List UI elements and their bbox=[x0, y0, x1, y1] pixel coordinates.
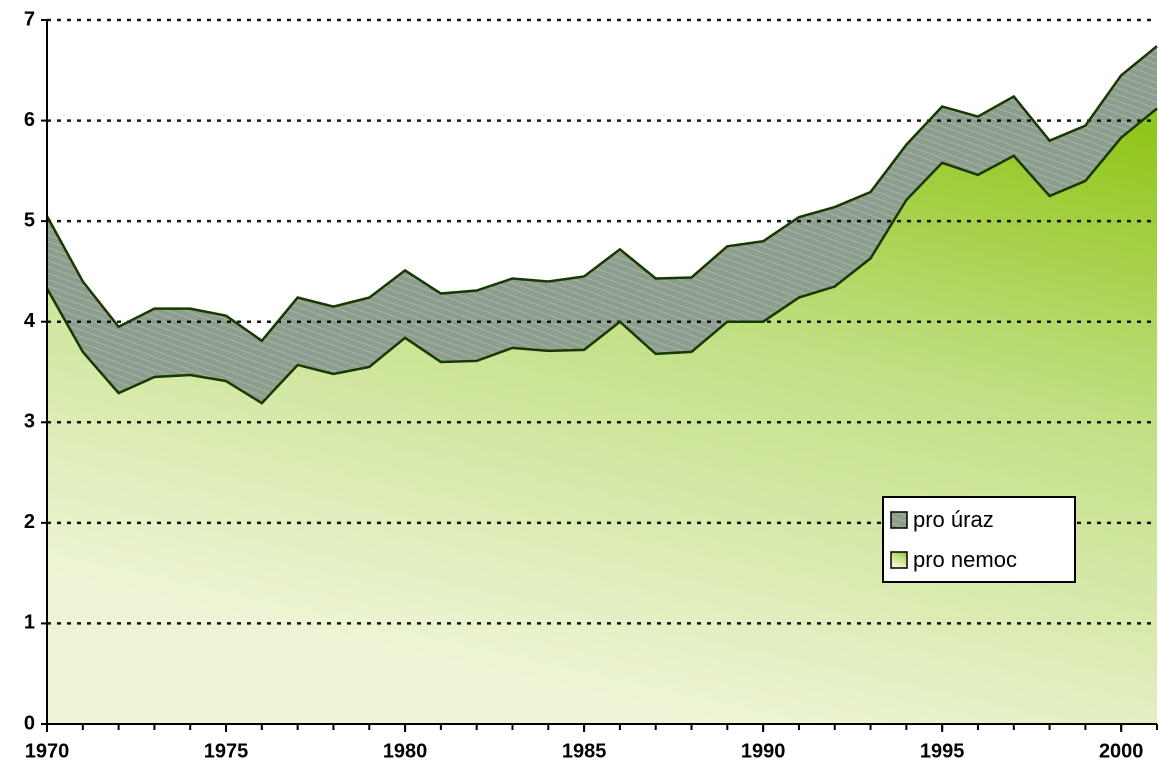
area bbox=[47, 108, 1157, 724]
area-edge bbox=[45, 107, 1158, 405]
y-tick-label: 3 bbox=[24, 411, 35, 433]
x-tick-label: 1975 bbox=[204, 740, 249, 762]
x-tick-label: 2000 bbox=[1099, 740, 1144, 762]
y-tick-label: 4 bbox=[24, 310, 36, 332]
x-tick-label: 1970 bbox=[25, 740, 70, 762]
x-tick-label: 1995 bbox=[920, 740, 965, 762]
y-tick-label: 2 bbox=[24, 511, 35, 533]
y-tick-label: 6 bbox=[24, 109, 35, 131]
x-tick-label: 1980 bbox=[383, 740, 428, 762]
y-tick-label: 7 bbox=[24, 8, 35, 30]
y-tick-label: 0 bbox=[24, 712, 35, 734]
legend-swatch bbox=[890, 551, 908, 569]
x-tick-label: 1990 bbox=[741, 740, 786, 762]
y-tick-label: 1 bbox=[24, 612, 35, 634]
y-tick-label: 5 bbox=[24, 209, 35, 231]
area-edge bbox=[45, 45, 1158, 343]
legend bbox=[882, 496, 1076, 583]
legend-label: pro úraz bbox=[913, 507, 994, 532]
legend-label: pro nemoc bbox=[913, 547, 1017, 572]
x-tick-label: 1985 bbox=[562, 740, 607, 762]
legend-swatch bbox=[890, 511, 908, 529]
area bbox=[47, 46, 1157, 404]
